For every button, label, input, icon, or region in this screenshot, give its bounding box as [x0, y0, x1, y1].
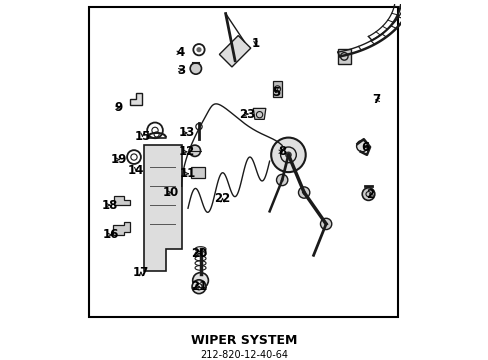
Text: WIPER SYSTEM: WIPER SYSTEM: [191, 334, 297, 347]
Circle shape: [197, 48, 201, 51]
Text: 20: 20: [190, 247, 207, 260]
Text: 10: 10: [163, 186, 179, 199]
Text: 13: 13: [178, 126, 194, 139]
Polygon shape: [219, 36, 250, 67]
Circle shape: [189, 145, 200, 157]
Text: 19: 19: [110, 153, 127, 166]
Circle shape: [362, 188, 374, 201]
Circle shape: [192, 280, 205, 294]
Text: 6: 6: [361, 140, 369, 153]
Text: 9: 9: [115, 101, 123, 114]
Text: 212-820-12-40-64: 212-820-12-40-64: [200, 350, 288, 360]
Polygon shape: [112, 222, 130, 235]
FancyBboxPatch shape: [337, 49, 350, 64]
Circle shape: [190, 63, 201, 74]
Circle shape: [192, 273, 208, 288]
Text: 4: 4: [176, 46, 184, 59]
Text: 16: 16: [102, 228, 119, 242]
Polygon shape: [272, 81, 282, 97]
Text: 11: 11: [180, 167, 196, 180]
Text: 1: 1: [251, 37, 259, 50]
Circle shape: [285, 152, 290, 157]
Text: 2: 2: [365, 188, 373, 201]
Text: 3: 3: [177, 64, 185, 77]
Text: 8: 8: [278, 145, 285, 158]
Polygon shape: [253, 108, 265, 120]
Text: 12: 12: [178, 145, 194, 158]
Circle shape: [276, 174, 287, 186]
Polygon shape: [130, 93, 142, 105]
Text: 7: 7: [371, 94, 380, 107]
Circle shape: [271, 138, 305, 172]
Polygon shape: [191, 167, 205, 178]
Circle shape: [356, 140, 367, 152]
Text: 14: 14: [128, 164, 144, 177]
Circle shape: [320, 218, 331, 230]
Text: 23: 23: [239, 108, 255, 121]
Text: 17: 17: [133, 266, 149, 279]
Text: 18: 18: [101, 199, 118, 212]
Polygon shape: [114, 196, 130, 205]
Text: 22: 22: [214, 192, 230, 205]
Text: 5: 5: [271, 86, 280, 99]
Text: 21: 21: [190, 280, 207, 293]
Text: 15: 15: [134, 130, 150, 143]
Polygon shape: [144, 145, 182, 271]
Circle shape: [298, 187, 309, 198]
